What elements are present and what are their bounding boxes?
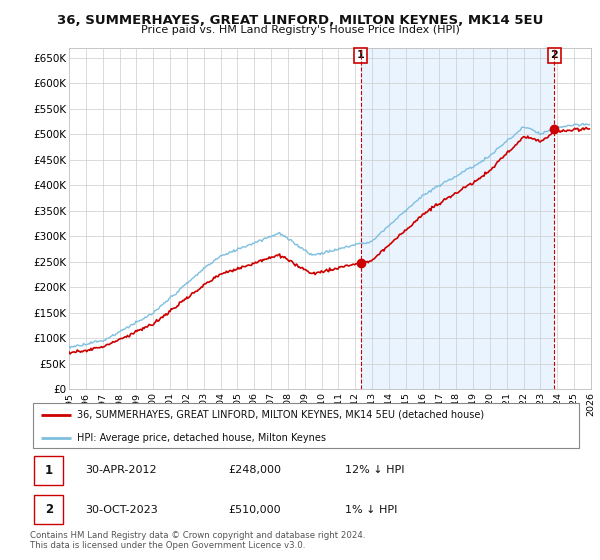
Text: £510,000: £510,000 [229, 505, 281, 515]
FancyBboxPatch shape [33, 403, 579, 448]
Text: £248,000: £248,000 [229, 465, 282, 475]
Text: 1: 1 [45, 464, 53, 477]
Text: 30-APR-2012: 30-APR-2012 [85, 465, 157, 475]
Text: 2: 2 [45, 503, 53, 516]
Text: HPI: Average price, detached house, Milton Keynes: HPI: Average price, detached house, Milt… [77, 433, 326, 443]
Text: 12% ↓ HPI: 12% ↓ HPI [344, 465, 404, 475]
Text: 2: 2 [551, 50, 559, 60]
Text: 36, SUMMERHAYES, GREAT LINFORD, MILTON KEYNES, MK14 5EU: 36, SUMMERHAYES, GREAT LINFORD, MILTON K… [57, 14, 543, 27]
Text: 1: 1 [357, 50, 365, 60]
Text: Contains HM Land Registry data © Crown copyright and database right 2024.
This d: Contains HM Land Registry data © Crown c… [30, 531, 365, 550]
Text: 30-OCT-2023: 30-OCT-2023 [85, 505, 158, 515]
Bar [361, 48, 554, 389]
FancyBboxPatch shape [34, 456, 63, 484]
Text: Price paid vs. HM Land Registry's House Price Index (HPI): Price paid vs. HM Land Registry's House … [140, 25, 460, 35]
Text: 36, SUMMERHAYES, GREAT LINFORD, MILTON KEYNES, MK14 5EU (detached house): 36, SUMMERHAYES, GREAT LINFORD, MILTON K… [77, 409, 484, 419]
Text: 1% ↓ HPI: 1% ↓ HPI [344, 505, 397, 515]
FancyBboxPatch shape [34, 495, 63, 524]
